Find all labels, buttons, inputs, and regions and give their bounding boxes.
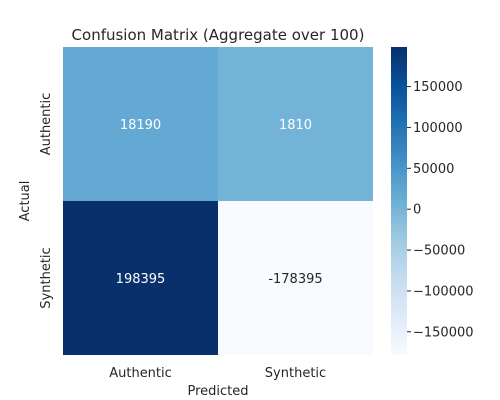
y-tick-labels: Authentic Synthetic bbox=[39, 93, 54, 309]
x-tick-label-0: Authentic bbox=[109, 366, 172, 381]
colorbar-tick-label-1: 100000 bbox=[413, 121, 463, 136]
heatmap-cells: 18190 1810 198395 -178395 bbox=[63, 47, 373, 355]
chart-title: Confusion Matrix (Aggregate over 100) bbox=[72, 26, 365, 44]
cell-value-r1-c0: 198395 bbox=[116, 272, 166, 287]
cell-value-r0-c1: 1810 bbox=[279, 118, 312, 133]
colorbar-tick-label-4: −50000 bbox=[413, 244, 465, 259]
heatmap-cell-r0-c1 bbox=[218, 47, 373, 201]
colorbar-tick-label-3: 0 bbox=[413, 203, 421, 218]
y-tick-label-1: Synthetic bbox=[39, 247, 54, 308]
heatmap-cell-r1-c1 bbox=[218, 201, 373, 355]
y-tick-label-0: Authentic bbox=[39, 93, 54, 156]
heatmap-cell-r1-c0 bbox=[63, 201, 218, 355]
x-tick-label-1: Synthetic bbox=[265, 366, 326, 381]
y-axis-label: Actual bbox=[18, 181, 33, 222]
heatmap-cell-r0-c0 bbox=[63, 47, 218, 201]
colorbar-tick-label-5: −100000 bbox=[413, 284, 474, 299]
colorbar-ticks: 150000 100000 50000 0 −50000 −100000 −150000 bbox=[407, 80, 474, 340]
colorbar-tick-label-0: 150000 bbox=[413, 80, 463, 95]
x-tick-labels: Authentic Synthetic bbox=[109, 366, 326, 381]
cell-value-r0-c0: 18190 bbox=[120, 118, 161, 133]
colorbar bbox=[391, 47, 407, 355]
cell-value-r1-c1: -178395 bbox=[268, 272, 322, 287]
colorbar-tick-label-6: −150000 bbox=[413, 325, 474, 340]
colorbar-tick-label-2: 50000 bbox=[413, 162, 454, 177]
x-axis-label: Predicted bbox=[187, 384, 248, 399]
